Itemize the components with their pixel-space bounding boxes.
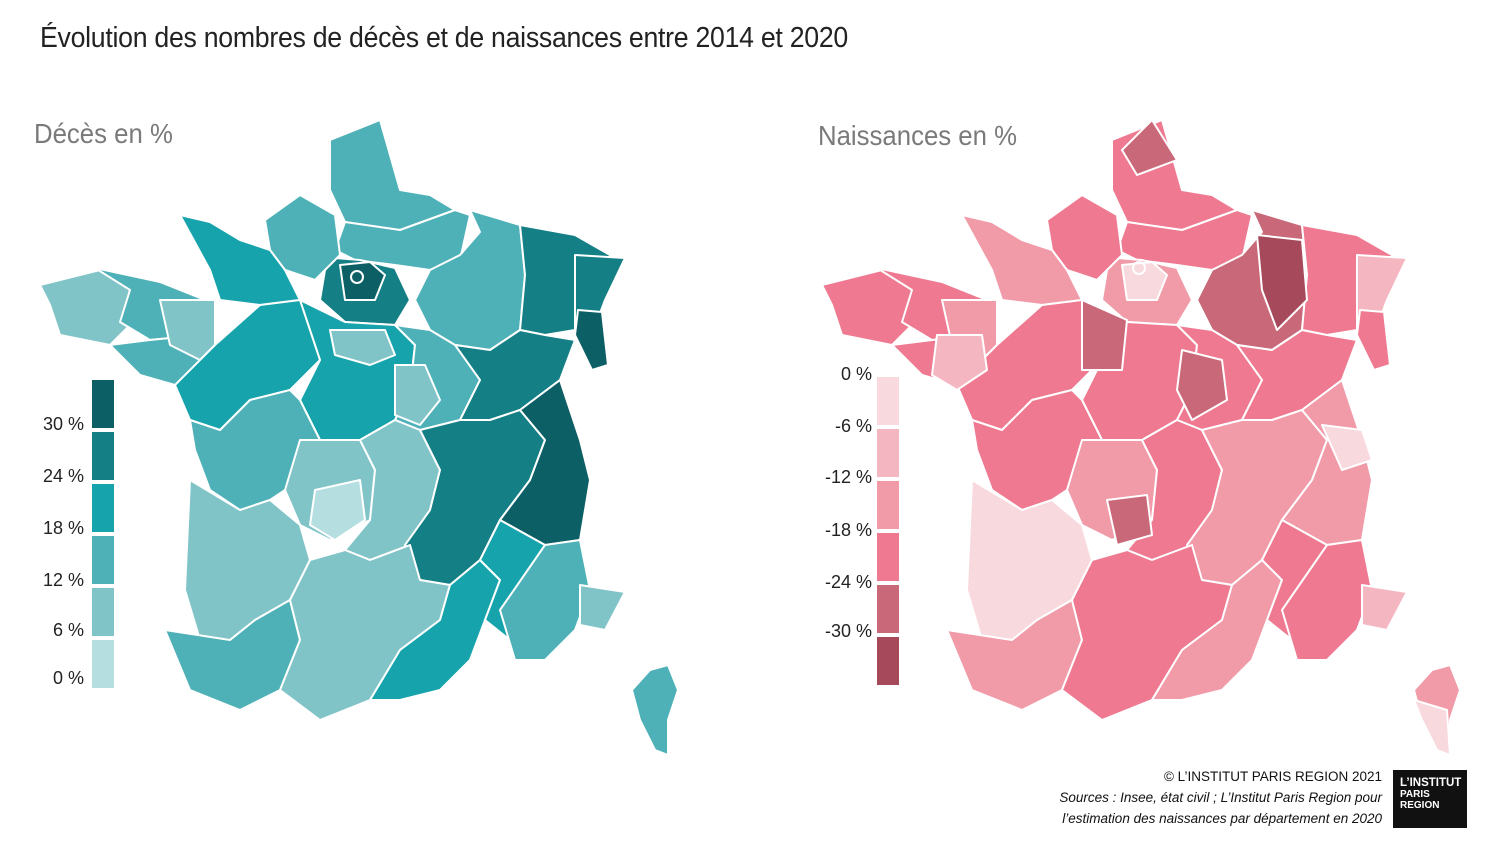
- deces-legend-label-30: 30 %: [42, 414, 84, 434]
- region-centre-light: [329, 329, 396, 366]
- naissances-legend-swatch-2: [877, 481, 899, 529]
- region-correze: [1106, 494, 1153, 546]
- deces-legend-label-24: 24 %: [42, 466, 84, 486]
- deces-legend-label-18: 18 %: [42, 518, 84, 538]
- naissances-legend-label-6: -6 %: [834, 416, 872, 436]
- naissances-legend-label-12: -12 %: [824, 467, 872, 487]
- region-alpes-maritimes: [579, 584, 626, 631]
- region-nord-pas-de-calais: [329, 119, 456, 231]
- region-haut-rhin: [574, 309, 609, 371]
- naissances-legend-swatch-5: [877, 637, 899, 685]
- deces-legend-swatch-0: [92, 380, 114, 428]
- region-nievre: [1176, 349, 1228, 421]
- naissances-legend-label-18: -18 %: [824, 520, 872, 540]
- copyright-text: © L’INSTITUT PARIS REGION 2021: [1163, 769, 1382, 784]
- region-alpes-maritimes: [1361, 584, 1408, 631]
- naissances-legend-label-24: -24 %: [824, 572, 872, 592]
- region-basse-normandie: [179, 214, 301, 306]
- page-title: Évolution des nombres de décès et de nai…: [40, 22, 848, 54]
- deces-legend-swatch-3: [92, 536, 114, 584]
- deces-legend-label-0: 0 %: [52, 668, 84, 688]
- region-corse-sud: [1413, 699, 1451, 756]
- naissances-legend-label-0: 0 %: [840, 364, 872, 384]
- region-haute-savoie: [1321, 424, 1373, 471]
- paris-marker-0: [350, 270, 364, 284]
- deces-legend-swatch-1: [92, 432, 114, 480]
- region-loire-atlantique: [931, 334, 988, 391]
- region-creuse: [309, 479, 366, 541]
- region-meuse: [1256, 234, 1308, 331]
- naissances-map-title: Naissances en %: [818, 120, 1018, 151]
- logo-line-2: PARIS: [1400, 789, 1430, 800]
- naissances-legend-swatch-3: [877, 533, 899, 581]
- deces-legend-label-12: 12 %: [42, 570, 84, 590]
- footer-credits: © L’INSTITUT PARIS REGION 2021 Sources :…: [1059, 766, 1382, 829]
- deces-legend-label-6: 6 %: [52, 620, 84, 640]
- naissances-legend-swatch-4: [877, 585, 899, 633]
- naissances-legend-swatch-0: [877, 377, 899, 425]
- region-nord-dark: [1121, 119, 1178, 176]
- region-basse-normandie: [961, 214, 1083, 306]
- region-haut-rhin: [1356, 309, 1391, 371]
- deces-legend-swatch-2: [92, 484, 114, 532]
- deces-map-title: Décès en %: [34, 118, 173, 149]
- region-bourgogne-light: [394, 364, 441, 426]
- paris-marker-1: [1132, 261, 1146, 275]
- logo-line-3: REGION: [1400, 800, 1440, 811]
- region-nord-pas-de-calais: [1111, 119, 1238, 231]
- deces-legend-swatch-5: [92, 640, 114, 688]
- naissances-legend-swatch-1: [877, 429, 899, 477]
- sources-line-1: Sources : Insee, état civil ; L’Institut…: [1059, 790, 1382, 805]
- institut-logo: L’INSTITUT PARIS REGION: [1393, 770, 1467, 828]
- logo-line-1: L’INSTITUT: [1400, 777, 1462, 789]
- sources-line-2: l’estimation des naissances par départem…: [1062, 811, 1382, 826]
- naissances-legend-label-30: -30 %: [824, 621, 872, 641]
- deces-legend-swatch-4: [92, 588, 114, 636]
- region-corse: [631, 664, 679, 756]
- region-centre-dark: [1081, 299, 1128, 371]
